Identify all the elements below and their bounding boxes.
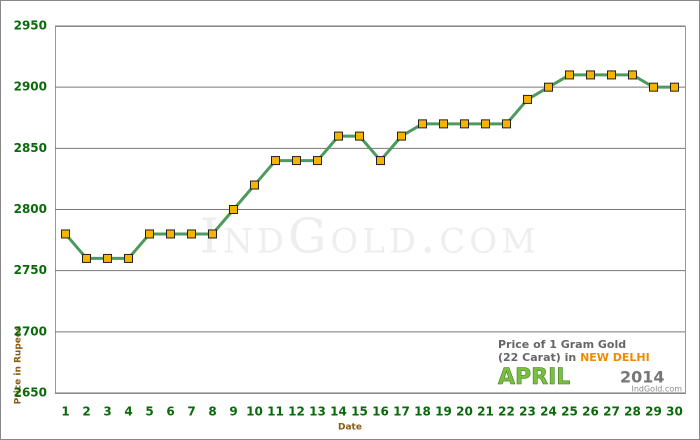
data-point	[376, 156, 385, 166]
x-tick-label: 3	[103, 405, 111, 419]
x-tick-label: 23	[519, 405, 536, 419]
data-point	[649, 82, 658, 92]
x-tick-label: 20	[456, 405, 473, 419]
data-point	[439, 119, 448, 129]
x-tick-label: 24	[540, 405, 557, 419]
data-point	[292, 156, 301, 166]
data-point	[61, 229, 70, 239]
x-tick-label: 2	[82, 405, 90, 419]
data-point	[124, 253, 133, 263]
data-point	[670, 82, 679, 92]
x-tick-label: 14	[330, 405, 347, 419]
data-point	[607, 70, 616, 80]
data-point	[565, 70, 574, 80]
data-point	[313, 156, 322, 166]
watermark: IndGold.com	[200, 209, 540, 265]
data-point	[271, 156, 280, 166]
y-tick-label: 2950	[14, 19, 47, 33]
x-tick-label: 12	[288, 405, 305, 419]
y-tick-label: 2850	[14, 141, 47, 155]
data-point	[145, 229, 154, 239]
x-tick-label: 8	[208, 405, 216, 419]
x-tick-label: 7	[187, 405, 195, 419]
y-tick-label: 2750	[14, 263, 47, 277]
x-tick-label: 28	[624, 405, 641, 419]
x-tick-label: 6	[166, 405, 174, 419]
y-axis-label: Price in Rupees	[14, 326, 24, 405]
data-point	[502, 119, 511, 129]
data-point	[250, 180, 259, 190]
x-tick-label: 22	[498, 405, 515, 419]
x-tick-label: 17	[393, 405, 410, 419]
x-tick-label: 4	[124, 405, 132, 419]
data-point	[166, 229, 175, 239]
annotation-year: 2014	[620, 368, 665, 387]
x-tick-label: 10	[246, 405, 263, 419]
data-point	[82, 253, 91, 263]
x-tick-label: 9	[229, 405, 237, 419]
y-tick-label: 2900	[14, 80, 47, 94]
data-point	[397, 131, 406, 141]
data-point	[523, 94, 532, 104]
x-axis-label: Date	[338, 423, 362, 433]
y-tick-label: 2650	[14, 386, 47, 400]
data-point	[481, 119, 490, 129]
x-tick-label: 19	[435, 405, 452, 419]
data-point	[208, 229, 217, 239]
annotation: Price of 1 Gram Gold (22 Carat) in NEW D…	[498, 338, 683, 394]
data-point	[103, 253, 112, 263]
y-tick-label: 2700	[14, 324, 47, 338]
x-tick-label: 15	[351, 405, 368, 419]
annotation-city: NEW DELHI	[580, 351, 650, 364]
x-tick-label: 5	[145, 405, 153, 419]
annotation-source: IndGold.com	[631, 385, 682, 394]
data-point	[418, 119, 427, 129]
data-point	[460, 119, 469, 129]
annotation-text: (22 Carat) in	[498, 351, 576, 364]
x-tick-label: 27	[603, 405, 620, 419]
y-tick-label: 2800	[14, 202, 47, 216]
x-tick-label: 30	[666, 405, 683, 419]
x-tick-label: 25	[561, 405, 578, 419]
data-point	[628, 70, 637, 80]
x-tick-label: 18	[414, 405, 431, 419]
data-point	[229, 205, 238, 214]
data-point	[355, 131, 364, 141]
x-tick-label: 16	[372, 405, 389, 419]
x-tick-label: 26	[582, 405, 599, 419]
annotation-line: (22 Carat) in NEW DELHI	[498, 351, 650, 364]
x-tick-label: 1	[61, 405, 69, 419]
x-tick-label: 29	[645, 405, 662, 419]
annotation-month: APRIL	[498, 365, 570, 390]
data-point	[586, 70, 595, 80]
x-tick-label: 13	[309, 405, 326, 419]
data-point	[187, 229, 196, 239]
data-point	[544, 82, 553, 92]
annotation-line: Price of 1 Gram Gold	[498, 338, 626, 351]
x-tick-label: 11	[267, 405, 284, 419]
x-tick-label: 21	[477, 405, 494, 419]
data-point	[334, 131, 343, 141]
